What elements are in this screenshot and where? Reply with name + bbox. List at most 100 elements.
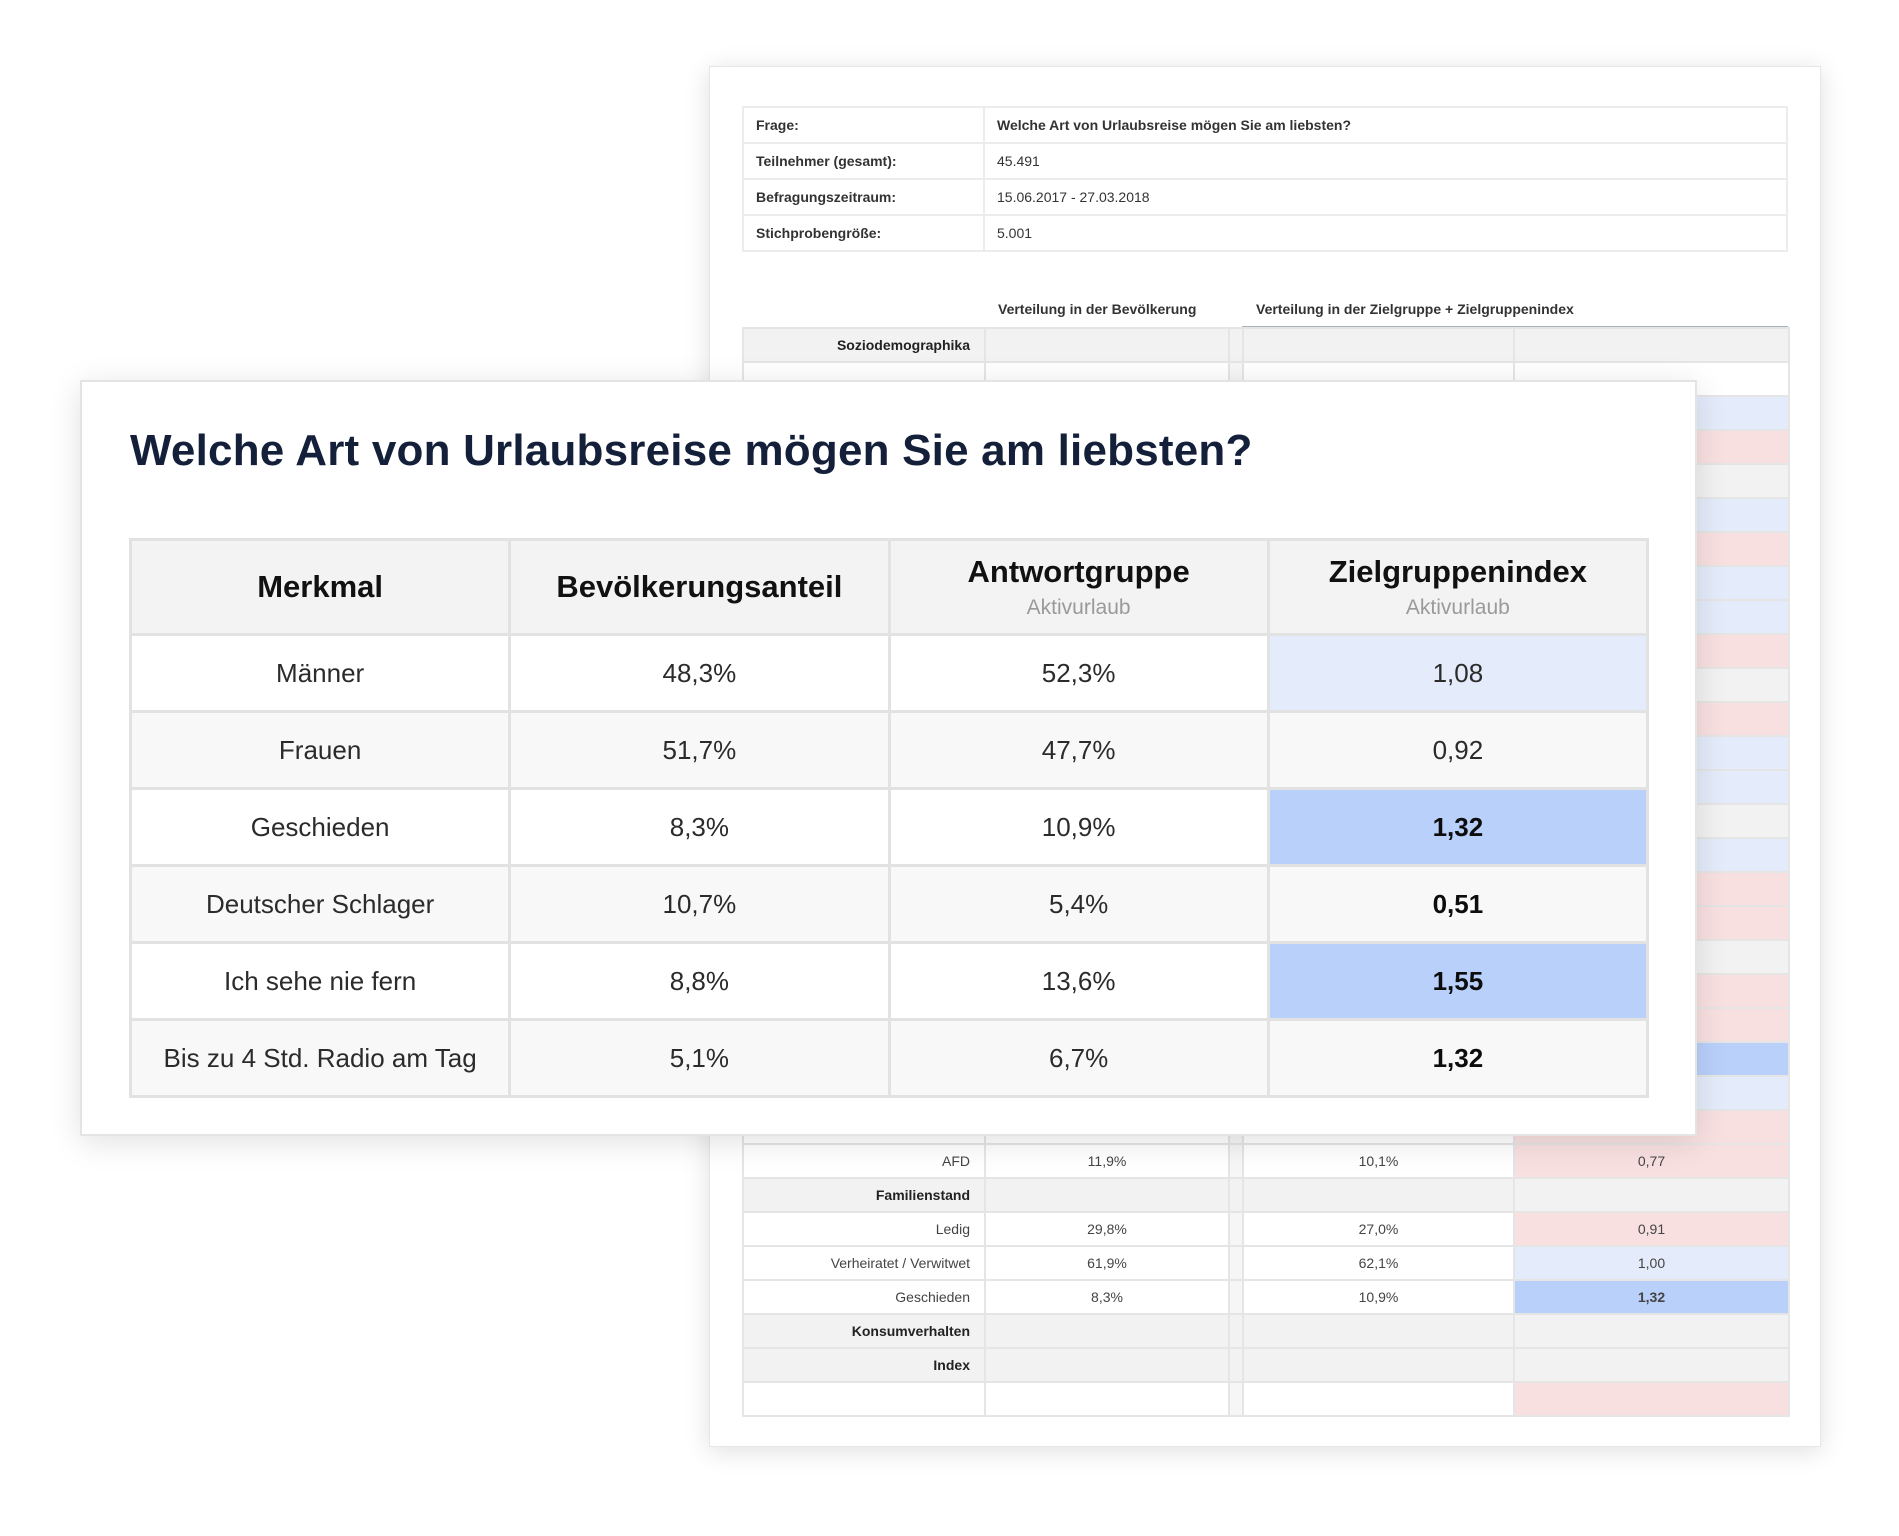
- target-group-cell: [1242, 327, 1515, 363]
- highlight-card: Welche Art von Urlaubsreise mögen Sie am…: [80, 380, 1697, 1136]
- population-share-cell: 10,7%: [508, 864, 891, 944]
- answer-group-cell: 47,7%: [887, 710, 1270, 790]
- answer-group-cell: 5,4%: [887, 864, 1270, 944]
- row-label: Geschieden: [742, 1279, 986, 1315]
- table-row: Ledig 29,8% 27,0% 0,91: [742, 1211, 1790, 1247]
- row-label: Index: [742, 1347, 986, 1383]
- index-cell: [1513, 1381, 1790, 1417]
- target-index-cell: 1,08: [1266, 633, 1650, 713]
- spacer-cell: [1228, 1347, 1244, 1383]
- merkmal-cell: Frauen: [128, 710, 512, 790]
- column-header: Zielgruppenindex Aktivurlaub: [1266, 538, 1650, 636]
- meta-label: Befragungszeitraum:: [742, 178, 985, 216]
- column-header-label: Merkmal: [257, 569, 384, 604]
- meta-row: Frage: Welche Art von Urlaubsreise mögen …: [742, 106, 1788, 144]
- column-header: Bevölkerungsanteil: [508, 538, 891, 636]
- target-group-cell: [1242, 1313, 1515, 1349]
- answer-group-cell: 10,9%: [887, 787, 1270, 867]
- answer-group-cell: 52,3%: [887, 633, 1270, 713]
- index-cell: 1,32: [1513, 1279, 1790, 1315]
- spacer-cell: [1228, 1143, 1244, 1179]
- target-group-cell: [1242, 1177, 1515, 1213]
- merkmal-cell: Deutscher Schlager: [128, 864, 512, 944]
- meta-row: Befragungszeitraum: 15.06.2017 - 27.03.20…: [742, 178, 1788, 216]
- card-title: Welche Art von Urlaubsreise mögen Sie am…: [130, 426, 1253, 475]
- table-row: AFD 11,9% 10,1% 0,77: [742, 1143, 1790, 1179]
- meta-row: Stichprobengröße: 5.001: [742, 214, 1788, 252]
- index-cell: [1513, 1177, 1790, 1213]
- meta-label: Frage:: [742, 106, 985, 144]
- target-group-cell: [1242, 1381, 1515, 1417]
- population-share-cell: [984, 1177, 1230, 1213]
- population-share-cell: [984, 1313, 1230, 1349]
- spacer-cell: [1228, 1279, 1244, 1315]
- merkmal-cell: Bis zu 4 Std. Radio am Tag: [128, 1018, 512, 1098]
- target-index-cell: 1,32: [1266, 1018, 1650, 1098]
- merkmal-cell: Ich sehe nie fern: [128, 941, 512, 1021]
- index-cell: [1513, 1347, 1790, 1383]
- meta-value: Welche Art von Urlaubsreise mögen Sie am…: [983, 106, 1788, 144]
- spacer-cell: [1228, 1211, 1244, 1247]
- merkmal-cell: Geschieden: [128, 787, 512, 867]
- report-meta-table: Frage: Welche Art von Urlaubsreise mögen …: [742, 106, 1788, 252]
- population-share-cell: [984, 1381, 1230, 1417]
- spacer-cell: [1228, 1381, 1244, 1417]
- row-label: Verheiratet / Verwitwet: [742, 1245, 986, 1281]
- spacer-cell: [1228, 327, 1244, 363]
- row-label: Familienstand: [742, 1177, 986, 1213]
- population-share-cell: 48,3%: [508, 633, 891, 713]
- meta-label: Stichprobengröße:: [742, 214, 985, 252]
- index-cell: 1,00: [1513, 1245, 1790, 1281]
- answer-group-cell: 13,6%: [887, 941, 1270, 1021]
- population-share-cell: [984, 1347, 1230, 1383]
- column-header: Antwortgruppe Aktivurlaub: [887, 538, 1270, 636]
- index-cell: [1513, 1313, 1790, 1349]
- index-cell: [1513, 327, 1790, 363]
- table-row: Ich sehe nie fern 8,8% 13,6% 1,55: [128, 941, 1650, 1021]
- spacer-cell: [1228, 1245, 1244, 1281]
- spacer-cell: [1228, 1313, 1244, 1349]
- spacer-cell: [1228, 1177, 1244, 1213]
- merkmal-cell: Männer: [128, 633, 512, 713]
- table-row: Geschieden 8,3% 10,9% 1,32: [742, 1279, 1790, 1315]
- meta-value: 45.491: [983, 142, 1788, 180]
- column-header-label: Bevölkerungsanteil: [556, 569, 843, 604]
- meta-value: 15.06.2017 - 27.03.2018: [983, 178, 1788, 216]
- table-row: Verheiratet / Verwitwet 61,9% 62,1% 1,00: [742, 1245, 1790, 1281]
- target-group-cell: 62,1%: [1242, 1245, 1515, 1281]
- population-share-cell: 5,1%: [508, 1018, 891, 1098]
- population-share-cell: 8,8%: [508, 941, 891, 1021]
- target-index-cell: 0,92: [1266, 710, 1650, 790]
- population-share-cell: 11,9%: [984, 1143, 1230, 1179]
- population-share-cell: 8,3%: [508, 787, 891, 867]
- group-row: Soziodemographika: [742, 327, 1790, 363]
- row-label: Ledig: [742, 1211, 986, 1247]
- highlight-table: Merkmal Bevölkerungsanteil Antwortgruppe Ak…: [128, 538, 1650, 1098]
- population-share-cell: [984, 327, 1230, 363]
- target-index-cell: 1,32: [1266, 787, 1650, 867]
- table-row: Deutscher Schlager 10,7% 5,4% 0,51: [128, 864, 1650, 944]
- table-row: Frauen 51,7% 47,7% 0,92: [128, 710, 1650, 790]
- target-group-cell: 10,1%: [1242, 1143, 1515, 1179]
- header-population: Verteilung in der Bevölkerung: [998, 301, 1197, 317]
- table-row: Männer 48,3% 52,3% 1,08: [128, 633, 1650, 713]
- population-share-cell: 61,9%: [984, 1245, 1230, 1281]
- meta-value: 5.001: [983, 214, 1788, 252]
- meta-row: Teilnehmer (gesamt): 45.491: [742, 142, 1788, 180]
- answer-group-cell: 6,7%: [887, 1018, 1270, 1098]
- target-group-cell: 27,0%: [1242, 1211, 1515, 1247]
- row-label: AFD: [742, 1143, 986, 1179]
- meta-label: Teilnehmer (gesamt):: [742, 142, 985, 180]
- header-target: Verteilung in der Zielgruppe + Zielgrupp…: [1256, 301, 1574, 317]
- column-header: Merkmal: [128, 538, 512, 636]
- table-row: Geschieden 8,3% 10,9% 1,32: [128, 787, 1650, 867]
- group-row: Index: [742, 1347, 1790, 1383]
- group-row: Familienstand: [742, 1177, 1790, 1213]
- column-header-label: Antwortgruppe: [967, 554, 1190, 589]
- population-share-cell: 29,8%: [984, 1211, 1230, 1247]
- target-index-cell: 0,51: [1266, 864, 1650, 944]
- table-row: Bis zu 4 Std. Radio am Tag 5,1% 6,7% 1,32: [128, 1018, 1650, 1098]
- population-share-cell: 8,3%: [984, 1279, 1230, 1315]
- target-group-cell: [1242, 1347, 1515, 1383]
- target-group-cell: 10,9%: [1242, 1279, 1515, 1315]
